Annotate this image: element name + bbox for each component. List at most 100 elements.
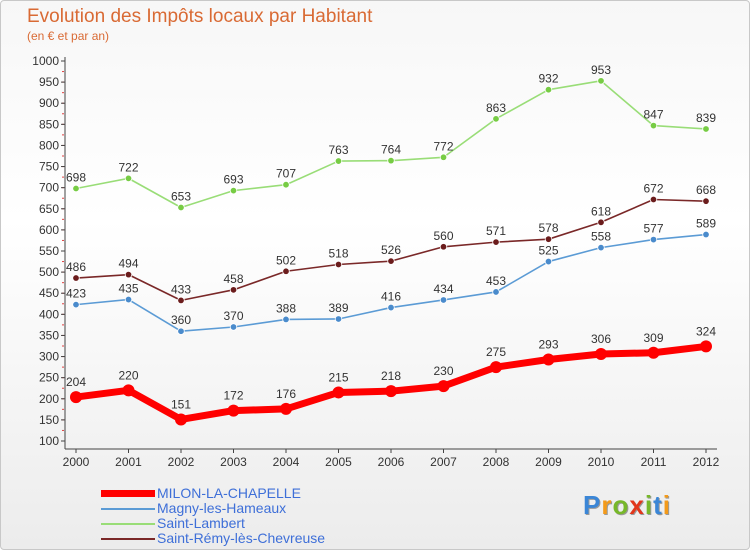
y-tick-label: 1000 bbox=[32, 54, 59, 68]
data-point-saint-remy-les-chevreuse bbox=[72, 274, 80, 282]
legend: MILON-LA-CHAPELLE Magny-les-Hameaux Saint-… bbox=[101, 486, 325, 546]
data-point-magny-les-hameaux bbox=[177, 327, 185, 335]
data-label-magny-les-hameaux: 434 bbox=[433, 282, 453, 296]
y-tick-label: 150 bbox=[39, 413, 59, 427]
data-point-magny-les-hameaux bbox=[124, 295, 133, 304]
data-label-saint-remy-les-chevreuse: 571 bbox=[486, 224, 506, 238]
legend-label: Saint-Lambert bbox=[157, 515, 245, 531]
data-label-saint-remy-les-chevreuse: 433 bbox=[171, 282, 191, 296]
data-point-magny-les-hameaux bbox=[544, 257, 553, 266]
data-label-magny-les-hameaux: 370 bbox=[223, 309, 243, 323]
legend-label: Saint-Rémy-lès-Chevreuse bbox=[157, 530, 326, 546]
data-label-saint-remy-les-chevreuse: 668 bbox=[696, 183, 716, 197]
data-label-milon-la-chapelle: 306 bbox=[591, 332, 611, 346]
x-tick-label: 2011 bbox=[641, 455, 667, 469]
data-point-saint-lambert bbox=[282, 181, 290, 189]
y-tick-label: 450 bbox=[39, 286, 59, 300]
data-labels: 423 435 360 370 388 389 416 434 453 525 558 577 589 6… bbox=[66, 63, 716, 412]
data-point-magny-les-hameaux bbox=[72, 300, 80, 309]
x-tick-label: 2001 bbox=[115, 455, 142, 469]
data-point-milon-la-chapelle bbox=[227, 404, 240, 417]
data-point-saint-lambert bbox=[544, 86, 553, 94]
data-label-saint-remy-les-chevreuse: 458 bbox=[223, 272, 243, 286]
data-label-saint-lambert: 847 bbox=[643, 108, 663, 122]
data-point-milon-la-chapelle bbox=[122, 384, 135, 397]
data-point-milon-la-chapelle bbox=[70, 391, 82, 404]
logo-letter: x bbox=[629, 490, 645, 520]
legend-item: Magny-les-Hameaux bbox=[101, 501, 325, 516]
data-label-saint-lambert: 839 bbox=[696, 111, 716, 125]
data-label-magny-les-hameaux: 388 bbox=[276, 301, 296, 315]
y-tick-label: 550 bbox=[39, 244, 59, 258]
data-point-saint-lambert bbox=[649, 121, 658, 130]
data-point-magny-les-hameaux bbox=[649, 235, 658, 244]
data-point-saint-remy-les-chevreuse bbox=[597, 218, 605, 226]
data-label-magny-les-hameaux: 389 bbox=[328, 301, 348, 315]
data-point-saint-lambert bbox=[334, 157, 343, 165]
data-point-saint-remy-les-chevreuse bbox=[649, 195, 658, 204]
logo-letter: P bbox=[583, 490, 602, 520]
data-point-milon-la-chapelle bbox=[280, 402, 292, 415]
data-label-milon-la-chapelle: 172 bbox=[223, 389, 243, 403]
data-label-saint-lambert: 863 bbox=[486, 101, 506, 115]
data-label-saint-remy-les-chevreuse: 672 bbox=[643, 181, 663, 195]
logo-letter: o bbox=[612, 490, 630, 520]
data-label-saint-remy-les-chevreuse: 560 bbox=[433, 229, 453, 243]
data-point-magny-les-hameaux bbox=[702, 230, 710, 239]
data-point-saint-lambert bbox=[229, 186, 238, 195]
legend-swatch bbox=[101, 507, 155, 510]
y-tick-label: 300 bbox=[39, 350, 59, 364]
x-tick-label: 2006 bbox=[378, 455, 405, 469]
data-label-milon-la-chapelle: 324 bbox=[696, 324, 716, 338]
legend-swatch bbox=[101, 537, 155, 540]
data-label-magny-les-hameaux: 423 bbox=[66, 287, 86, 301]
legend-swatch bbox=[101, 490, 155, 497]
data-label-saint-remy-les-chevreuse: 618 bbox=[591, 204, 611, 218]
data-point-saint-remy-les-chevreuse bbox=[387, 257, 395, 265]
data-point-saint-lambert bbox=[124, 174, 133, 183]
logo-letter: i bbox=[644, 490, 654, 520]
data-point-saint-remy-les-chevreuse bbox=[282, 267, 290, 275]
data-point-milon-la-chapelle bbox=[700, 340, 712, 353]
logo-letter: t bbox=[653, 490, 663, 520]
data-point-milon-la-chapelle bbox=[437, 380, 450, 393]
data-label-magny-les-hameaux: 435 bbox=[118, 282, 138, 296]
data-point-saint-remy-les-chevreuse bbox=[702, 197, 710, 205]
data-label-saint-lambert: 772 bbox=[433, 139, 453, 153]
data-point-magny-les-hameaux bbox=[334, 315, 343, 323]
y-tick-label: 350 bbox=[39, 328, 59, 342]
data-label-saint-remy-les-chevreuse: 518 bbox=[328, 247, 348, 261]
data-point-saint-remy-les-chevreuse bbox=[124, 270, 133, 279]
data-label-milon-la-chapelle: 215 bbox=[328, 370, 348, 384]
data-label-milon-la-chapelle: 230 bbox=[433, 364, 453, 378]
data-point-saint-remy-les-chevreuse bbox=[334, 260, 343, 269]
data-point-saint-lambert bbox=[177, 203, 185, 212]
x-tick-label: 2008 bbox=[483, 455, 510, 469]
data-label-milon-la-chapelle: 275 bbox=[486, 345, 506, 359]
data-point-saint-lambert bbox=[387, 156, 395, 165]
data-label-saint-lambert: 722 bbox=[118, 160, 138, 174]
y-tick-label: 900 bbox=[39, 96, 59, 110]
data-label-saint-lambert: 764 bbox=[381, 143, 401, 157]
data-label-milon-la-chapelle: 293 bbox=[538, 338, 558, 352]
x-tick-label: 2009 bbox=[535, 455, 562, 469]
data-point-milon-la-chapelle bbox=[332, 386, 345, 399]
legend-item: Saint-Lambert bbox=[101, 516, 325, 531]
y-tick-label: 850 bbox=[39, 117, 59, 131]
data-point-saint-remy-les-chevreuse bbox=[544, 235, 553, 243]
data-point-saint-remy-les-chevreuse bbox=[177, 296, 185, 305]
chart-subtitle: (en € et par an) bbox=[27, 29, 110, 43]
data-label-magny-les-hameaux: 525 bbox=[538, 244, 558, 258]
chart-title: Evolution des Impôts locaux par Habitant bbox=[27, 6, 373, 27]
data-label-magny-les-hameaux: 577 bbox=[643, 222, 663, 236]
axes: 100 150 200 250 300 350 400 450 500 550 600 650 700 7… bbox=[32, 54, 719, 469]
x-tick-label: 2010 bbox=[588, 455, 615, 469]
x-tick-label: 2003 bbox=[220, 455, 247, 469]
series-layer bbox=[70, 77, 712, 426]
data-label-magny-les-hameaux: 558 bbox=[591, 230, 611, 244]
data-label-magny-les-hameaux: 360 bbox=[171, 313, 191, 327]
data-label-milon-la-chapelle: 204 bbox=[66, 375, 86, 389]
y-tick-label: 750 bbox=[39, 160, 59, 174]
data-label-saint-lambert: 707 bbox=[276, 167, 296, 181]
